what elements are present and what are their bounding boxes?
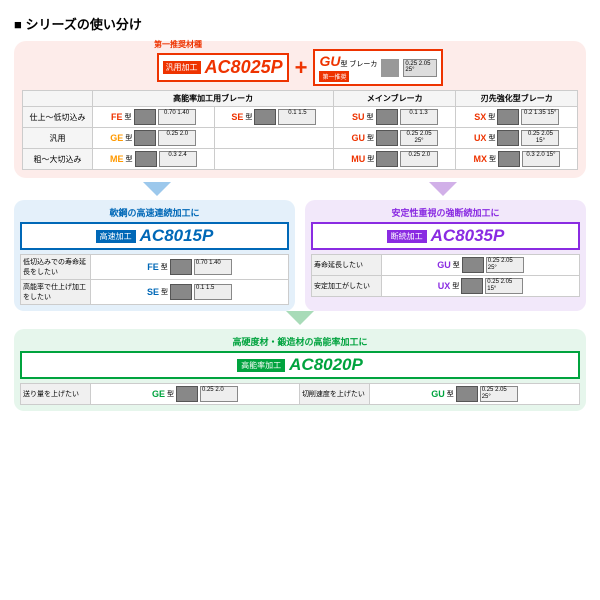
ac8020p-box: 高硬度材・鍛造材の高能率加工に 高能率加工 AC8020P 送り量を上げたいGE… [14,329,586,411]
sub-row-label: 低切込みでの寿命延長をしたい [21,255,91,280]
row-label: 仕上〜低切込み [23,107,93,128]
insert-icon [376,109,398,125]
ac8025p-grade: AC8025P [205,57,283,78]
top-recommendation-box: 第一推奨材種 汎用加工 AC8025P + GU型 ブレーカ 第一推奨 0.25… [14,41,586,178]
insert-icon [254,109,276,125]
ac8025p-badge: 汎用加工 AC8025P [157,53,289,82]
insert-icon [170,259,192,275]
plus-icon: + [295,55,308,81]
insert-icon [461,278,483,294]
insert-icon [135,151,157,167]
sub-row-label: 安定加工がしたい [312,276,382,297]
rec-grade-label: 第一推奨材種 [154,39,202,50]
insert-icon [498,151,520,167]
arrow-down-icon [429,182,457,196]
column-header: 刃先強化型ブレーカ [456,91,578,107]
insert-icon [134,109,156,125]
insert-icon [176,386,198,402]
sub-tag: 断続加工 [387,230,427,243]
chip-detail: 0.70 1.40 [158,109,196,125]
row-label: 汎用 [23,128,93,149]
chip-detail: 0.1 1.5 [278,109,316,125]
insert-icon [376,130,398,146]
chip-detail: 0.3 2.4 [159,151,197,167]
chip-detail: 0.25 2.0 [158,130,196,146]
insert-icon [381,59,399,77]
chip-detail: 0.25 2.05 25° [400,130,438,146]
sub-row-label: 高能率で仕上げ加工をしたい [21,280,91,305]
insert-icon [462,257,484,273]
sub-tag: 高速加工 [96,230,136,243]
sub-table: 低切込みでの寿命延長をしたいFE型0.70 1.40高能率で仕上げ加工をしたいS… [20,254,289,305]
insert-icon [376,151,398,167]
chip-detail: 0.1 1.3 [400,109,438,125]
gu-detail: 0.25 2.05 25° [403,59,437,77]
gu-sub: 第一推奨 [319,71,349,82]
breaker-table: 高能率加工用ブレーカメインブレーカ刃先強化型ブレーカ 仕上〜低切込みFE型0.7… [22,90,578,170]
chip-detail: 0.25 2.0 [400,151,438,167]
chip-detail: 0.3 2.0 15° [522,151,560,167]
sub-row-label: 送り量を上げたい [21,384,91,405]
sub-row-label: 切削速度を上げたい [299,384,369,405]
row-label: 粗〜大切込み [23,149,93,170]
sub-grade: AC8020P [289,355,363,375]
sub-tag: 高能率加工 [237,359,285,372]
ac8035p-box: 安定性重視の強断続加工に 断続加工 AC8035P 寿命延長したいGU型0.25… [305,200,586,311]
column-header: メインブレーカ [334,91,456,107]
arrow-down-icon [286,311,314,325]
page-title: シリーズの使い分け [14,14,586,33]
chip-detail: 0.2 1.35 15° [521,109,559,125]
chip-detail: 0.25 2.05 15° [521,130,559,146]
column-header: 高能率加工用ブレーカ [93,91,334,107]
sub-grade: AC8015P [140,226,214,246]
insert-icon [456,386,478,402]
gu-suffix: 型 ブレーカ [340,61,377,68]
insert-icon [497,130,519,146]
gu-label: GU [319,53,340,69]
ac8025p-tag: 汎用加工 [163,61,201,74]
sub-table: 送り量を上げたいGE型0.25 2.0切削速度を上げたいGU型0.25 2.05… [20,383,580,405]
insert-icon [170,284,192,300]
column-header [23,91,93,107]
sub-caption: 軟鋼の高速連続加工に [20,206,289,219]
insert-icon [497,109,519,125]
sub-caption: 高硬度材・鍛造材の高能率加工に [20,335,580,348]
ac8015p-box: 軟鋼の高速連続加工に 高速加工 AC8015P 低切込みでの寿命延長をしたいFE… [14,200,295,311]
sub-caption: 安定性重視の強断続加工に [311,206,580,219]
arrow-down-icon [143,182,171,196]
sub-row-label: 寿命延長したい [312,255,382,276]
sub-table: 寿命延長したいGU型0.25 2.05 25°安定加工がしたいUX型0.25 2… [311,254,580,297]
insert-icon [134,130,156,146]
sub-grade: AC8035P [431,226,505,246]
gu-breaker-badge: GU型 ブレーカ 第一推奨 0.25 2.05 25° [313,49,443,86]
